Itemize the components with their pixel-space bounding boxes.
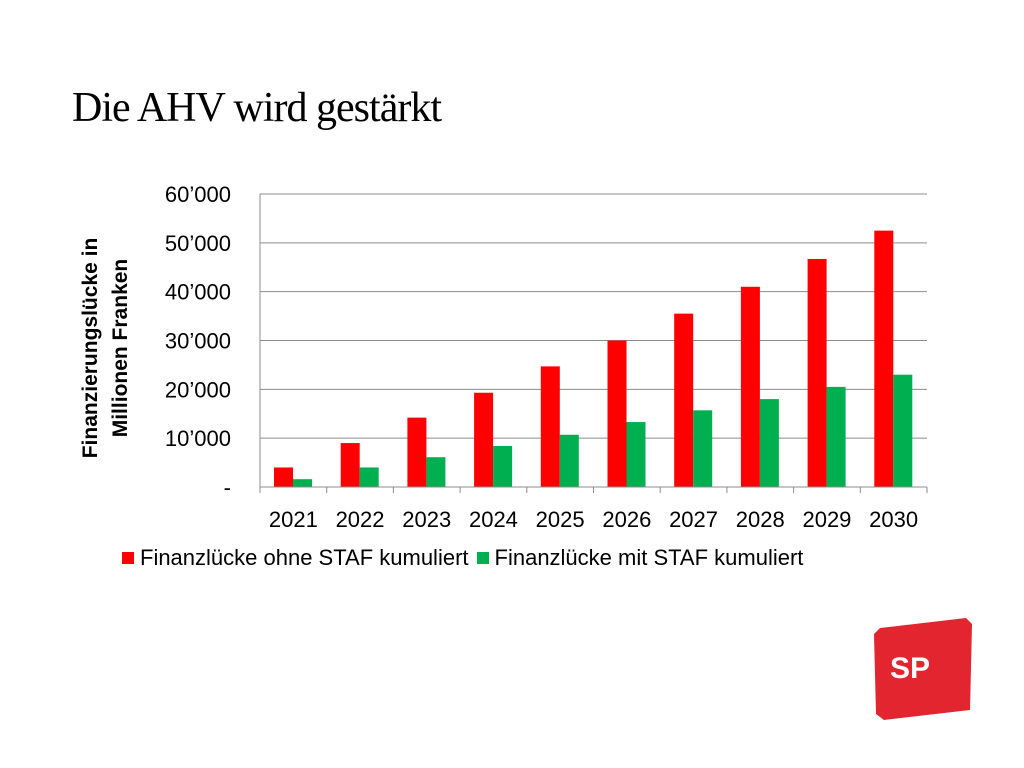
legend-swatch: [122, 552, 134, 564]
bar-mit-staf-2021: [293, 479, 312, 487]
legend-item: Finanzlücke mit STAF kumuliert: [476, 545, 804, 571]
x-tick-label: 2024: [469, 507, 518, 532]
legend-item: Finanzlücke ohne STAF kumuliert: [122, 545, 469, 571]
bar-ohne-staf-2023: [407, 417, 427, 487]
chart-legend: Finanzlücke ohne STAF kumuliert Finanzlüc…: [122, 545, 811, 571]
bar-ohne-staf-2026: [607, 340, 627, 487]
bar-mit-staf-2030: [893, 374, 913, 487]
chart-bars: [274, 230, 913, 487]
x-tick-label: 2021: [269, 507, 318, 532]
y-tick-label: -: [224, 475, 231, 500]
y-tick-label: 30’000: [165, 329, 231, 354]
x-tick-label: 2023: [402, 507, 451, 532]
bar-ohne-staf-2025: [540, 366, 560, 487]
bar-ohne-staf-2028: [740, 286, 760, 487]
y-tick-label: 10’000: [165, 426, 231, 451]
bar-ohne-staf-2021: [274, 467, 293, 487]
x-tick-label: 2022: [336, 507, 385, 532]
chart-gridlines: [260, 193, 927, 439]
x-tick-label: 2030: [869, 507, 918, 532]
y-tick-label: 40’000: [165, 280, 231, 305]
legend-swatch: [476, 552, 489, 564]
legend-label: Finanzlücke mit STAF kumuliert: [494, 545, 804, 570]
bar-mit-staf-2024: [493, 445, 513, 487]
bar-ohne-staf-2029: [807, 258, 827, 487]
x-tick-label: 2025: [536, 507, 585, 532]
sp-logo-text: SP: [890, 652, 930, 685]
y-axis-label: Finanzierungslücke in Millionen Franken: [79, 238, 132, 459]
sp-party-logo: SP: [874, 618, 972, 720]
y-tick-label: 20’000: [165, 377, 231, 402]
x-tick-label: 2028: [736, 507, 785, 532]
bar-ohne-staf-2030: [874, 230, 894, 487]
x-tick-label: 2029: [802, 507, 851, 532]
y-axis-label-line: Finanzierungslücke in: [79, 238, 102, 459]
bar-ohne-staf-2024: [474, 392, 494, 487]
chart-axes: - 10’000 20’000 30’000 40’000 50’000 60’000 202…: [165, 182, 928, 532]
bar-mit-staf-2025: [559, 434, 579, 487]
slide-title: Die AHV wird gestärkt: [72, 85, 442, 131]
bar-ohne-staf-2027: [674, 313, 694, 487]
y-tick-label: 50’000: [165, 231, 231, 256]
legend-label: Finanzlücke ohne STAF kumuliert: [140, 545, 469, 570]
bar-mit-staf-2026: [626, 422, 646, 487]
bar-mit-staf-2023: [426, 457, 446, 487]
bar-mit-staf-2028: [759, 399, 779, 487]
y-axis-label-line: Millionen Franken: [109, 259, 132, 438]
x-tick-label: 2026: [602, 507, 651, 532]
y-tick-label: 60’000: [165, 182, 231, 207]
bar-ohne-staf-2022: [340, 443, 360, 487]
bar-mit-staf-2029: [826, 386, 846, 487]
sp-logo-shape: [874, 618, 972, 720]
bar-mit-staf-2027: [693, 410, 713, 487]
bar-mit-staf-2022: [359, 467, 379, 487]
x-tick-label: 2027: [669, 507, 718, 532]
